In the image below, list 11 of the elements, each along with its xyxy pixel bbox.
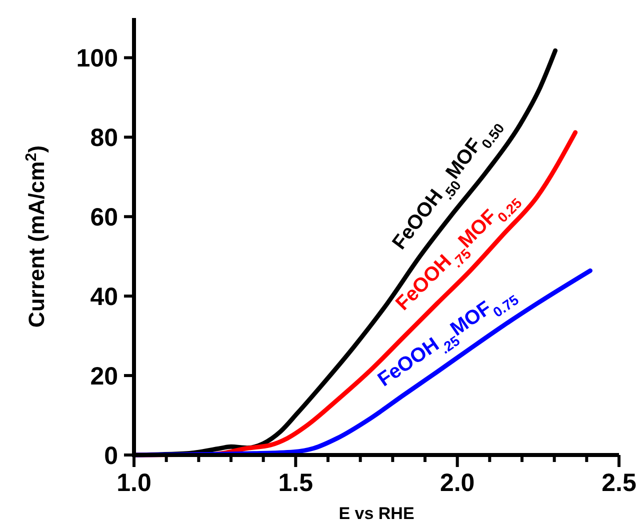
y-tick-label: 40 <box>90 282 118 311</box>
x-tick-label: 1.5 <box>278 469 314 497</box>
y-tick-label: 20 <box>90 362 118 390</box>
x-axis-title: E vs RHE <box>338 504 414 523</box>
y-tick-label: 80 <box>90 124 118 152</box>
y-tick-label: 60 <box>90 203 118 232</box>
y-tick-label: 100 <box>76 44 118 72</box>
x-tick-label: 2.0 <box>440 469 475 497</box>
x-tick-label: 1.0 <box>116 469 152 497</box>
x-tick-label: 2.5 <box>602 469 636 497</box>
y-tick-label: 0 <box>104 442 118 470</box>
